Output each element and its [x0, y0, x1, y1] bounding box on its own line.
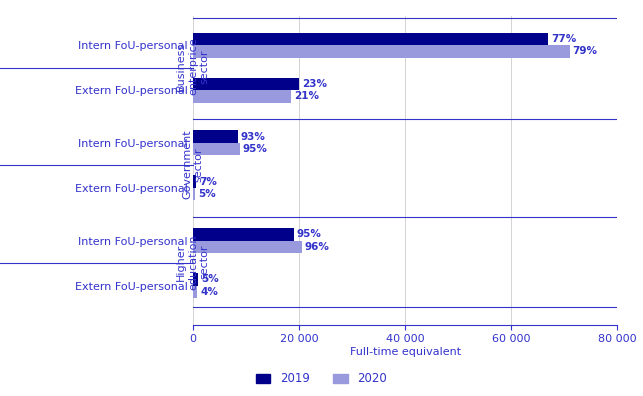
X-axis label: Full-time equivalent: Full-time equivalent	[350, 347, 460, 357]
Text: 95%: 95%	[296, 229, 322, 240]
Bar	[193, 130, 238, 143]
Text: 7%: 7%	[199, 177, 217, 187]
Bar	[193, 286, 197, 298]
Legend: 2019, 2020: 2019, 2020	[251, 367, 392, 390]
Bar	[193, 188, 195, 200]
Bar	[193, 32, 548, 45]
Text: 5%: 5%	[198, 189, 216, 199]
Text: Business
enterprice
sector: Business enterprice sector	[176, 38, 210, 95]
Text: 96%: 96%	[304, 242, 329, 252]
Text: 21%: 21%	[294, 91, 319, 101]
Text: Higher
education
sector: Higher education sector	[176, 234, 210, 290]
Bar	[193, 241, 302, 253]
Bar	[193, 228, 294, 241]
Text: 5%: 5%	[201, 274, 219, 284]
Text: Government
sector: Government sector	[182, 129, 204, 199]
Text: 95%: 95%	[242, 144, 267, 154]
Bar	[193, 273, 198, 286]
Bar	[193, 143, 240, 155]
Bar	[193, 78, 299, 90]
Bar	[193, 175, 196, 188]
Text: 93%: 93%	[240, 131, 266, 142]
Text: 77%: 77%	[551, 34, 576, 44]
Text: 79%: 79%	[572, 46, 597, 56]
Text: 23%: 23%	[302, 79, 327, 89]
Text: 4%: 4%	[200, 287, 218, 297]
Bar	[193, 45, 570, 58]
Bar	[193, 90, 291, 103]
